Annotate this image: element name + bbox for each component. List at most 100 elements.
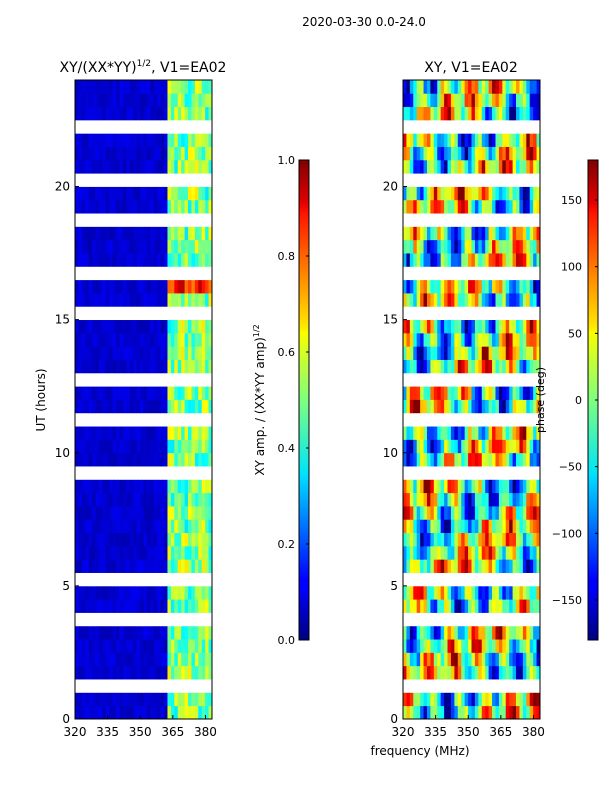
heatmap-cell [78,266,83,281]
heatmap-cell [177,293,182,307]
heatmap-cell [194,466,199,480]
heatmap-cell [433,679,438,693]
heatmap-cell [516,306,520,321]
heatmap-cell [88,293,93,307]
heatmap-cell [146,492,151,507]
heatmap-cell [505,532,510,547]
heatmap-cell [502,705,507,720]
heatmap-cell [116,532,120,547]
heatmap-cell [129,612,134,627]
heatmap-cell [519,399,524,414]
heatmap-cell [492,585,496,600]
heatmap-cell [143,319,148,334]
heatmap-cell [150,426,155,440]
heatmap-cell [174,332,179,347]
heatmap-cell [81,585,86,600]
heatmap-cell [194,80,199,94]
heatmap-cell [526,93,531,108]
heatmap-cell [98,452,103,467]
heatmap-cell [526,173,531,187]
heatmap-cell [509,199,513,214]
heatmap-cell [109,559,114,573]
heatmap-cell [153,253,158,267]
heatmap-cell [437,705,442,720]
heatmap-cell [208,359,213,374]
heatmap-cell [437,266,442,281]
heatmap-cell [181,119,185,134]
heatmap-cell [481,173,486,187]
heatmap-cell [505,199,510,214]
heatmap-cell [136,253,141,267]
heatmap-cell [92,293,96,307]
heatmap-cell [98,572,103,587]
heatmap-cell [136,332,141,347]
heatmap-cell [433,213,438,227]
heatmap-cell [170,665,175,680]
heatmap-cell [437,572,442,587]
heatmap-cell [440,519,445,534]
phase-colorbar-tick-label: 150 [561,194,582,207]
heatmap-cell [423,532,428,547]
heatmap-cell [177,159,182,174]
heatmap-cell [423,585,428,600]
heatmap-cell [170,146,175,161]
heatmap-cell [509,572,513,587]
heatmap-cell [413,213,418,227]
heatmap-cell [433,319,438,334]
heatmap-cell [447,226,452,241]
heatmap-cell [502,146,507,161]
heatmap-cell [406,319,411,334]
heatmap-cell [157,452,162,467]
heatmap-cell [471,466,476,480]
heatmap-cell [116,372,120,387]
heatmap-cell [416,679,421,693]
heatmap-cell [533,426,537,440]
heatmap-cell [177,93,182,108]
heatmap-cell [433,612,438,627]
heatmap-cell [481,119,486,134]
heatmap-cell [416,399,421,414]
heatmap-cell [409,532,414,547]
heatmap-cell [450,426,455,440]
heatmap-cell [102,106,107,121]
heatmap-cell [461,253,466,267]
heatmap-cell [536,599,541,613]
heatmap-cell [481,705,486,720]
heatmap-cell [440,199,445,214]
heatmap-cell [129,665,134,680]
heatmap-cell [413,239,418,254]
heatmap-cell [430,426,435,440]
heatmap-cell [188,412,192,427]
heatmap-cell [474,199,479,214]
heatmap-cell [413,625,418,640]
heatmap-cell [112,412,117,427]
heatmap-cell [450,93,455,108]
heatmap-cell [160,119,165,134]
heatmap-cell [191,479,196,494]
heatmap-cell [522,492,527,507]
heatmap-cell [433,186,438,201]
heatmap-cell [105,519,110,534]
heatmap-cell [464,612,469,627]
heatmap-cell [143,386,148,400]
heatmap-cell [454,133,459,147]
heatmap-cell [198,692,203,707]
heatmap-cell [122,133,127,147]
heatmap-cell [119,306,124,321]
heatmap-cell [461,412,466,427]
heatmap-cell [474,545,479,560]
heatmap-cell [440,679,445,693]
heatmap-cell [509,665,513,680]
heatmap-cell [109,359,114,374]
heatmap-cell [75,319,79,334]
heatmap-cell [437,692,442,707]
heatmap-cell [181,426,185,440]
heatmap-cell [512,226,517,241]
heatmap-cell [478,412,483,427]
heatmap-cell [450,386,455,400]
heatmap-cell [140,186,144,201]
heatmap-cell [191,359,196,374]
heatmap-cell [102,186,107,201]
heatmap-cell [150,625,155,640]
